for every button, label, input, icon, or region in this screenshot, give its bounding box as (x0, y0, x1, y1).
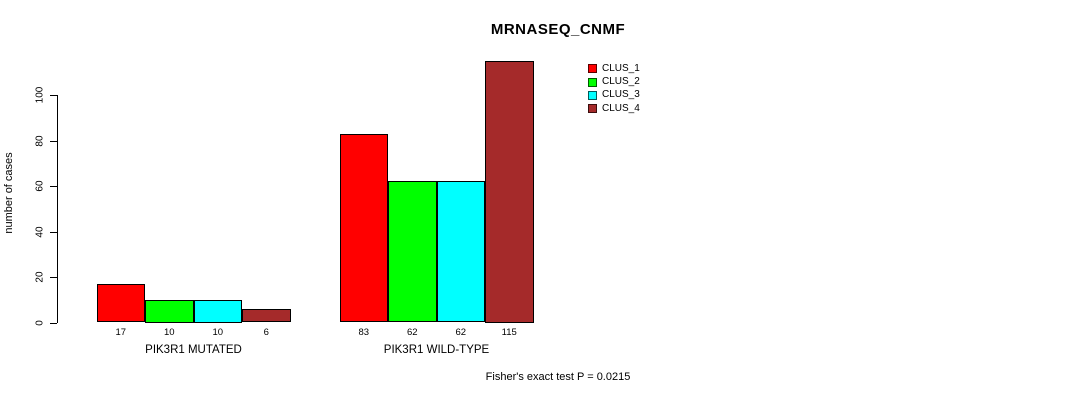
legend-item: CLUS_4 (588, 102, 640, 115)
y-axis-tick-label: 40 (34, 225, 46, 238)
y-axis-tick (50, 322, 57, 324)
chart-title: MRNASEQ_CNMF (490, 21, 626, 38)
legend-item-label: CLUS_4 (602, 102, 640, 114)
bar-value-label: 17 (115, 327, 127, 338)
legend-color-swatch (588, 64, 597, 74)
bar-value-label: 115 (501, 327, 517, 338)
y-axis-tick (50, 140, 57, 142)
legend-color-swatch (588, 90, 597, 100)
y-axis-tick (50, 277, 57, 278)
legend-item: CLUS_3 (588, 89, 640, 102)
bar-clus_4 (242, 308, 291, 323)
bar-clus_2 (388, 181, 437, 323)
bar-value-label: 62 (455, 327, 467, 338)
y-axis-tick-label: 0 (34, 319, 46, 326)
legend-item-label: CLUS_3 (602, 89, 640, 101)
bar-value-label: 83 (358, 327, 370, 338)
bar-value-label: 62 (406, 327, 418, 338)
bar-clus_1 (96, 283, 145, 323)
bar-value-label: 10 (212, 327, 224, 338)
legend-item: CLUS_1 (588, 62, 640, 75)
y-axis-label: number of cases (3, 152, 15, 234)
bar-clus_3 (436, 181, 485, 323)
x-axis-group-label: PIK3R1 WILD-TYPE (383, 344, 490, 356)
y-axis-tick (50, 95, 57, 96)
legend-item-label: CLUS_2 (602, 76, 640, 88)
annotation-fisher-test: Fisher's exact test P = 0.0215 (485, 371, 631, 383)
bar-clus_1 (339, 133, 388, 323)
legend-color-swatch (588, 104, 597, 114)
bar-value-label: 10 (163, 327, 175, 338)
bar-clus_3 (193, 299, 242, 323)
bar-clus_2 (145, 299, 194, 323)
y-axis-tick (50, 231, 57, 233)
bar-value-label: 6 (263, 327, 269, 338)
legend-item: CLUS_2 (588, 75, 640, 88)
y-axis-tick-label: 100 (34, 86, 46, 104)
y-axis-line (57, 95, 58, 323)
bar-clus_4 (485, 60, 534, 323)
y-axis-tick-label: 60 (34, 180, 46, 192)
legend-color-swatch (588, 77, 597, 87)
y-axis-tick (50, 186, 57, 187)
legend: CLUS_1 CLUS_2 CLUS_3 CLUS_4 (588, 62, 640, 116)
legend-item-label: CLUS_1 (602, 62, 640, 74)
y-axis-tick-label: 20 (34, 271, 46, 283)
y-axis-tick-label: 80 (34, 134, 46, 147)
x-axis-group-label: PIK3R1 MUTATED (145, 344, 242, 356)
